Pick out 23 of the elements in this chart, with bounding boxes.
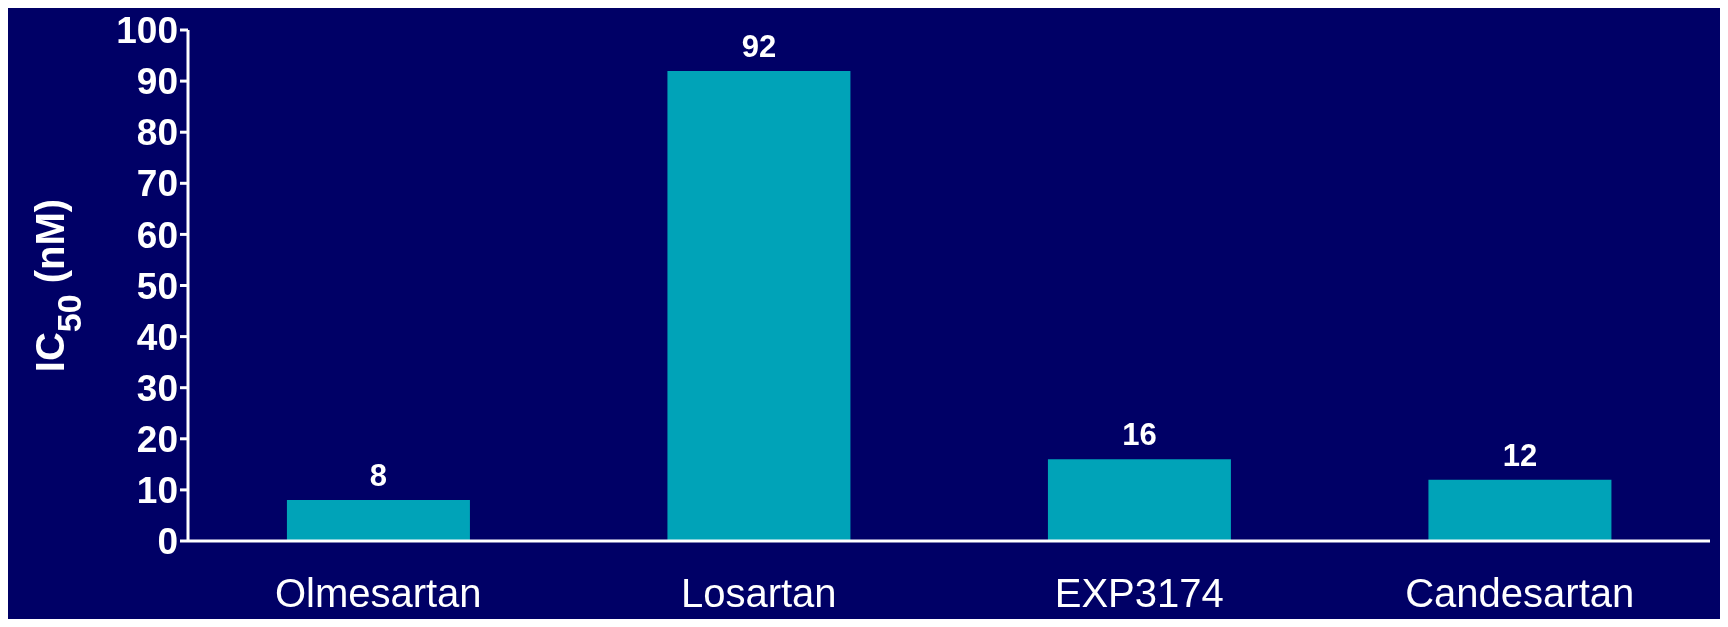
y-tick-label: 70 [136, 163, 178, 205]
y-tick-label: 60 [136, 214, 178, 256]
y-tick-label: 10 [136, 470, 178, 512]
bar [286, 500, 470, 541]
x-tick-label: EXP3174 [1054, 571, 1224, 616]
data-label: 8 [369, 458, 388, 494]
y-tick-label: 20 [136, 418, 178, 460]
y-tick-label: 0 [157, 521, 178, 563]
y-tick-label: 30 [136, 367, 178, 409]
data-label: 92 [741, 28, 777, 64]
y-tick-label: 40 [136, 316, 178, 358]
x-tick-label: Candesartan [1405, 571, 1635, 616]
x-tick-label: Olmesartan [274, 571, 482, 616]
x-tick-label: Losartan [680, 571, 837, 616]
data-label: 16 [1122, 417, 1157, 453]
y-tick-label: 80 [136, 112, 178, 154]
y-tick-label: 50 [136, 265, 178, 307]
data-label: 12 [1502, 437, 1538, 473]
bar [1047, 459, 1231, 541]
bar [1428, 479, 1612, 541]
y-tick-label: 100 [116, 10, 178, 52]
y-tick-label: 90 [136, 61, 178, 103]
bar [667, 70, 851, 541]
